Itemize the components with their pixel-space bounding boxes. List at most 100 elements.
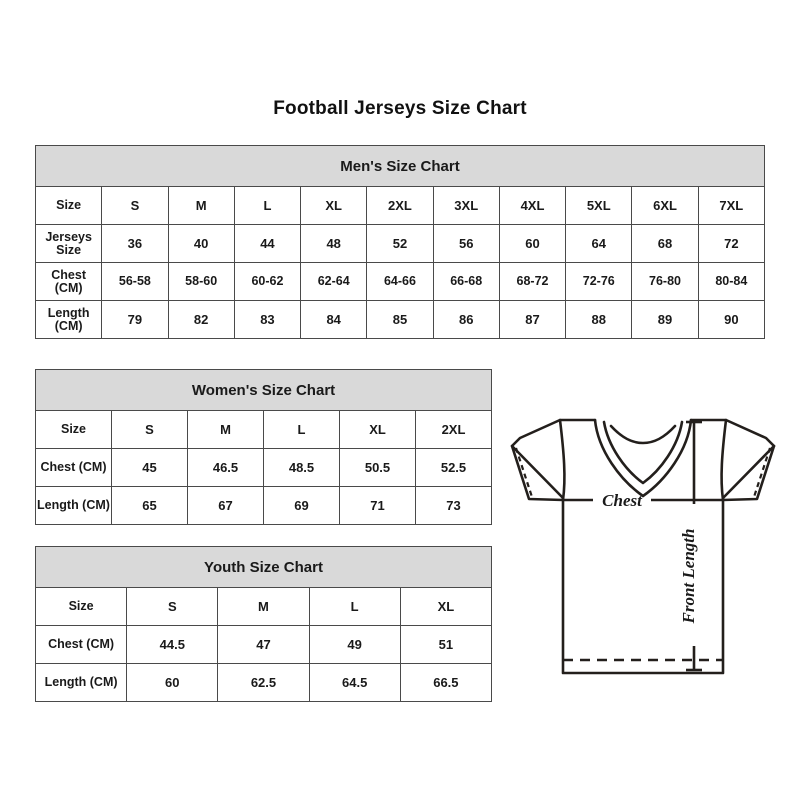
column-header: S (101, 186, 169, 225)
row-label: Size (34, 587, 128, 626)
table-cell: 52.5 (415, 448, 492, 487)
column-header: M (167, 186, 235, 225)
row-label: Length (CM) (35, 486, 112, 525)
table-cell: 51 (399, 625, 493, 664)
table-cell: 62.5 (217, 663, 310, 702)
table-band-header-row: Youth Size Chart (35, 546, 492, 588)
table-cell: 68-72 (498, 262, 567, 301)
column-header: L (263, 410, 340, 449)
youth-chart-caption: Youth Size Chart (35, 546, 492, 588)
row-label: Length (CM) (34, 663, 128, 702)
table-row: Size S M L XL (34, 587, 493, 626)
table-cell: 88 (565, 300, 633, 339)
row-label: Chest (CM) (35, 448, 112, 487)
youth-size-chart-table: Youth Size Chart Size S M L XL Chest (CM… (34, 546, 493, 702)
column-header: S (111, 410, 188, 449)
table-row: Chest (CM) 44.5 47 49 51 (34, 625, 493, 664)
table-cell: 45 (111, 448, 188, 487)
column-header: 2XL (366, 186, 434, 225)
mens-chart-caption: Men's Size Chart (35, 145, 765, 187)
table-cell: 82 (167, 300, 235, 339)
table-cell: 56-58 (101, 262, 169, 301)
column-header: 6XL (631, 186, 699, 225)
table-cell: 65 (111, 486, 188, 525)
table-cell: 36 (101, 224, 169, 263)
column-header: L (233, 186, 302, 225)
row-label: Chest (CM) (34, 262, 103, 301)
table-row: Length (CM) 65 67 69 71 73 (35, 486, 492, 525)
table-cell: 40 (167, 224, 235, 263)
column-header: M (217, 587, 310, 626)
column-header: XL (339, 410, 416, 449)
column-header: M (187, 410, 264, 449)
table-cell: 69 (263, 486, 340, 525)
table-row: Length (CM) 60 62.5 64.5 66.5 (34, 663, 493, 702)
column-header: 3XL (432, 186, 500, 225)
table-cell: 48 (300, 224, 368, 263)
column-header: XL (300, 186, 368, 225)
column-header: XL (399, 587, 493, 626)
table-cell: 46.5 (187, 448, 264, 487)
table-cell: 79 (101, 300, 169, 339)
table-cell: 50.5 (339, 448, 416, 487)
table-cell: 56 (432, 224, 500, 263)
table-cell: 49 (308, 625, 401, 664)
womens-chart-caption: Women's Size Chart (35, 369, 492, 411)
column-header: 4XL (498, 186, 567, 225)
front-length-measure-line (686, 420, 702, 672)
table-cell: 58-60 (167, 262, 235, 301)
table-cell: 60 (498, 224, 567, 263)
table-cell: 90 (697, 300, 766, 339)
front-length-label: Front Length (679, 529, 698, 625)
mens-size-chart-table: Men's Size Chart Size S M L XL 2XL 3XL 4… (34, 145, 766, 339)
table-cell: 83 (233, 300, 302, 339)
table-cell: 60-62 (233, 262, 302, 301)
table-cell: 67 (187, 486, 264, 525)
table-cell: 84 (300, 300, 368, 339)
table-cell: 89 (631, 300, 699, 339)
row-label: Length (CM) (34, 300, 103, 339)
column-header: 5XL (565, 186, 633, 225)
table-row: Chest (CM) 56-58 58-60 60-62 62-64 64-66… (34, 262, 766, 301)
table-cell: 44 (233, 224, 302, 263)
table-band-header-row: Men's Size Chart (35, 145, 765, 187)
table-row: Chest (CM) 45 46.5 48.5 50.5 52.5 (35, 448, 492, 487)
table-cell: 73 (415, 486, 492, 525)
table-band-header-row: Women's Size Chart (35, 369, 492, 411)
table-cell: 52 (366, 224, 434, 263)
column-header: 7XL (697, 186, 766, 225)
row-label: Chest (CM) (34, 625, 128, 664)
table-cell: 48.5 (263, 448, 340, 487)
jersey-outline-icon (510, 418, 776, 675)
table-cell: 86 (432, 300, 500, 339)
table-cell: 64-66 (366, 262, 434, 301)
table-cell: 64 (565, 224, 633, 263)
table-cell: 66-68 (432, 262, 500, 301)
womens-size-chart-table: Women's Size Chart Size S M L XL 2XL Che… (35, 369, 492, 525)
column-header: 2XL (415, 410, 492, 449)
table-cell: 71 (339, 486, 416, 525)
table-cell: 64.5 (308, 663, 401, 702)
table-cell: 62-64 (300, 262, 368, 301)
row-label: Size (35, 410, 112, 449)
table-cell: 80-84 (697, 262, 766, 301)
page-title: Football Jerseys Size Chart (273, 98, 527, 119)
table-row: Length (CM) 79 82 83 84 85 86 87 88 89 9… (34, 300, 766, 339)
table-cell: 66.5 (399, 663, 493, 702)
table-row: Size S M L XL 2XL (35, 410, 492, 449)
table-cell: 60 (126, 663, 219, 702)
table-cell: 68 (631, 224, 699, 263)
table-cell: 85 (366, 300, 434, 339)
jersey-measurement-diagram: Chest Front Length (498, 398, 788, 688)
column-header: L (308, 587, 401, 626)
table-cell: 76-80 (631, 262, 699, 301)
table-cell: 87 (498, 300, 567, 339)
column-header: S (126, 587, 219, 626)
table-row: Size S M L XL 2XL 3XL 4XL 5XL 6XL 7XL (34, 186, 766, 225)
row-label: Size (34, 186, 103, 225)
row-label: Jerseys Size (34, 224, 103, 263)
table-cell: 72-76 (565, 262, 633, 301)
table-row: Jerseys Size 36 40 44 48 52 56 60 64 68 … (34, 224, 766, 263)
chest-label: Chest (602, 491, 643, 510)
table-cell: 72 (697, 224, 766, 263)
